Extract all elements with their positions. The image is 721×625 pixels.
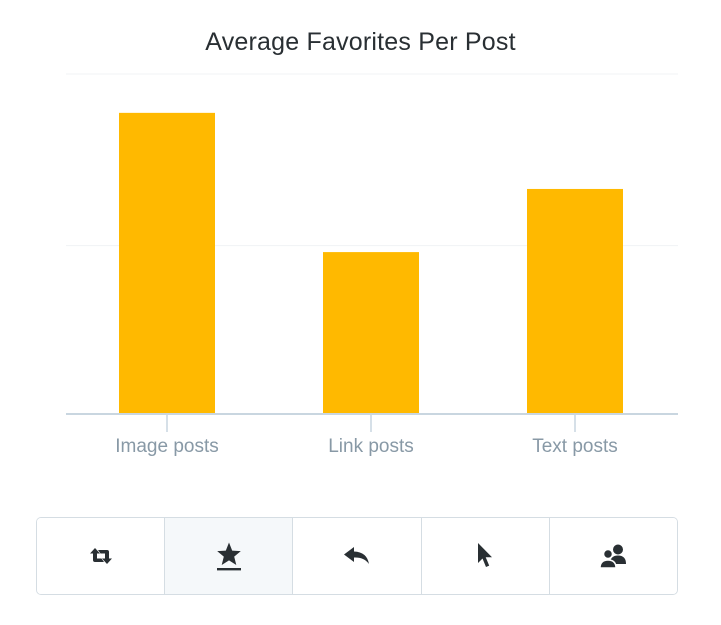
retweets-button[interactable] bbox=[37, 518, 165, 594]
metric-toolbar bbox=[36, 517, 678, 595]
bar-text-posts bbox=[527, 188, 623, 414]
cursor-icon bbox=[475, 542, 495, 570]
bar-link-posts bbox=[323, 252, 419, 414]
favorites-button[interactable] bbox=[164, 518, 293, 594]
replies-button[interactable] bbox=[292, 518, 421, 594]
x-axis-ticks bbox=[166, 414, 576, 432]
followers-icon bbox=[598, 543, 628, 569]
x-axis-tick-labels: Image posts Link posts Text posts bbox=[115, 436, 618, 457]
bar-chart: Image posts Link posts Text posts bbox=[66, 73, 678, 457]
chart-title: Average Favorites Per Post bbox=[205, 28, 516, 56]
bars bbox=[119, 112, 623, 414]
clicks-button[interactable] bbox=[420, 518, 549, 594]
x-tick-label-1: Link posts bbox=[328, 436, 414, 457]
star-icon bbox=[215, 541, 243, 571]
retweet-icon bbox=[89, 545, 113, 567]
x-tick-label-0: Image posts bbox=[115, 436, 219, 457]
followers-button[interactable] bbox=[548, 518, 677, 594]
bar-image-posts bbox=[119, 112, 215, 414]
x-tick-label-2: Text posts bbox=[532, 436, 618, 457]
reply-icon bbox=[343, 545, 371, 567]
